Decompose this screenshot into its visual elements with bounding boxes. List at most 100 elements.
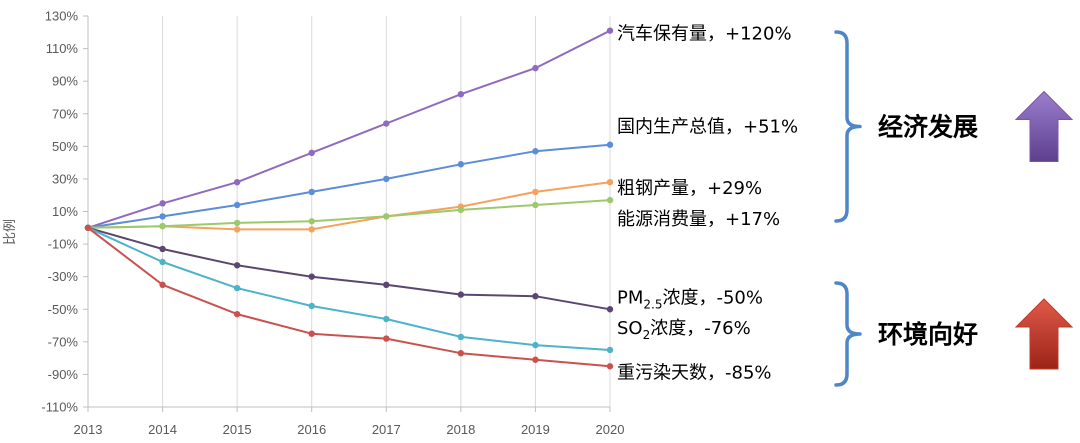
data-point (308, 330, 315, 337)
x-tick-label: 2014 (148, 422, 177, 437)
y-tick-label: 50% (52, 139, 78, 154)
y-tick-label: 110% (46, 41, 79, 56)
series-line (87, 199, 611, 229)
data-point (606, 196, 614, 204)
series-line (87, 227, 611, 368)
series-1 (84, 27, 614, 231)
data-point (308, 226, 315, 233)
series-line (87, 29, 611, 229)
data-point (159, 281, 166, 289)
annotation-label: 粗钢产量，+29% (617, 178, 762, 199)
series-lines (84, 27, 614, 370)
data-point (159, 222, 166, 230)
data-point (383, 335, 390, 342)
data-point (532, 188, 539, 196)
group-label: 经济发展 (878, 113, 978, 142)
series-line (87, 226, 611, 311)
data-point (308, 188, 315, 196)
x-tick-label: 2016 (297, 422, 326, 437)
data-point (606, 363, 614, 370)
group-1: 经济发展 (834, 30, 1074, 223)
data-point (84, 224, 92, 231)
annotation-label: PM2.5浓度，-50% (617, 287, 763, 311)
data-point (233, 284, 241, 292)
data-point (606, 27, 614, 34)
y-axis-label: 比例 (3, 219, 18, 245)
data-point (383, 281, 390, 289)
x-tick-label: 2020 (596, 422, 625, 437)
data-point (606, 346, 614, 354)
data-point (383, 120, 390, 127)
x-tick-label: 2018 (446, 422, 475, 437)
data-point (233, 178, 241, 186)
data-point (457, 333, 465, 341)
series-line (87, 181, 611, 231)
series-line (87, 143, 611, 229)
data-point (532, 293, 539, 300)
data-point (383, 315, 390, 323)
y-tick-label: -110% (41, 400, 78, 415)
y-tick-label: -50% (48, 302, 79, 317)
up-arrow-icon (1014, 298, 1074, 370)
data-point (532, 201, 539, 209)
series-annotations: 汽车保有量，+120% 国内生产总值，+51% 粗钢产量，+29% 能源消费量，+17… (617, 24, 798, 384)
data-point (457, 291, 465, 298)
data-point (606, 306, 614, 313)
x-tick-label: 2015 (223, 422, 252, 437)
y-tick-label: 10% (52, 204, 78, 219)
data-point (159, 200, 166, 207)
group-label: 环境向好 (878, 320, 978, 349)
bracket (834, 30, 862, 223)
data-point (308, 302, 315, 310)
data-point (606, 178, 614, 186)
data-point (308, 149, 315, 157)
annotation-label: 国内生产总值，+51% (617, 117, 798, 138)
y-tick-label: 30% (52, 171, 78, 186)
series-line (87, 226, 611, 351)
data-point (159, 258, 166, 266)
data-point (159, 213, 166, 220)
y-tick-label: -10% (48, 237, 79, 252)
data-point (159, 245, 166, 253)
data-point (233, 219, 241, 227)
data-point (308, 273, 315, 280)
y-tick-label: -90% (48, 367, 79, 382)
data-point (233, 201, 241, 209)
axes: 130% 110% 90% 70% 50% 30% 10% -10% -30% -50% -70% -… (41, 9, 624, 438)
data-point (532, 356, 539, 363)
data-point (233, 310, 241, 318)
data-point (308, 218, 315, 225)
series-6 (84, 224, 614, 354)
x-tick-label: 2013 (74, 422, 103, 437)
y-tick-label: -30% (48, 269, 79, 284)
data-point (532, 148, 539, 155)
data-point (233, 226, 241, 233)
grid-lines (162, 16, 611, 407)
data-point (383, 175, 390, 183)
y-tick-label: -70% (48, 334, 79, 349)
annotation-label: SO2浓度，-76% (617, 318, 751, 342)
data-point (233, 262, 241, 269)
y-tick-label: 70% (52, 106, 78, 121)
x-tick-label: 2017 (372, 422, 401, 437)
data-point (457, 161, 465, 168)
group-2: 环境向好 (834, 281, 1074, 387)
bracket (834, 281, 862, 387)
annotation-label: 重污染天数，-85% (617, 362, 772, 383)
series-7 (84, 224, 614, 370)
series-5 (84, 224, 614, 313)
data-point (457, 91, 465, 98)
data-point (606, 141, 614, 148)
data-point (457, 206, 465, 214)
x-tick-label: 2019 (521, 422, 550, 437)
y-tick-label: 90% (52, 74, 78, 89)
y-tick-label: 130% (45, 9, 79, 24)
series-2 (84, 141, 614, 231)
annotation-label: 汽车保有量，+120% (617, 24, 792, 45)
annotation-label: 能源消费量，+17% (617, 209, 780, 230)
data-point (532, 341, 539, 349)
up-arrow-icon (1014, 90, 1074, 162)
data-point (532, 64, 539, 72)
